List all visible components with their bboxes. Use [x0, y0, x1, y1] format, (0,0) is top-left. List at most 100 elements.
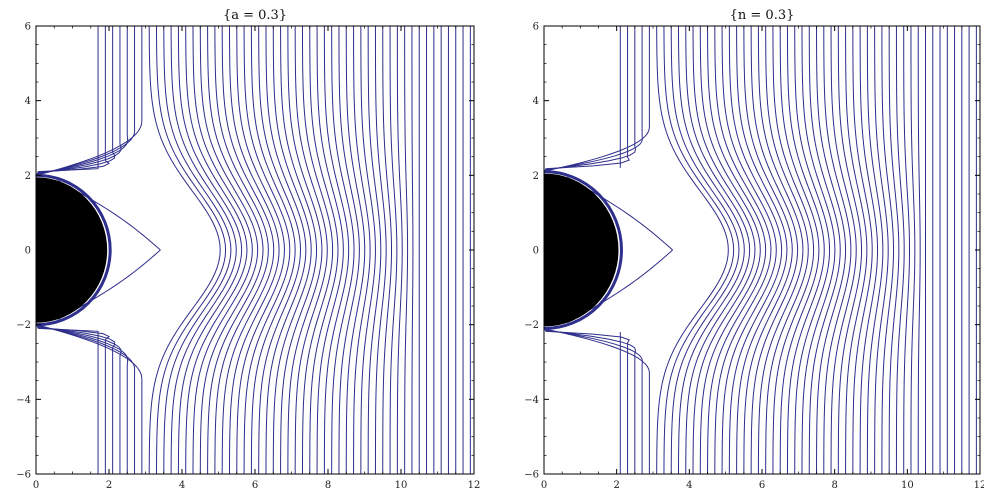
field-line — [750, 26, 799, 474]
y-tick-label: 2 — [533, 171, 539, 182]
field-line — [258, 26, 302, 474]
x-tick-label: 10 — [901, 480, 914, 491]
field-line — [36, 26, 143, 474]
field-line — [199, 26, 259, 474]
x-tick-label: 6 — [252, 480, 258, 491]
field-line — [177, 26, 243, 474]
field-line — [367, 26, 382, 474]
y-tick-label: 6 — [25, 22, 31, 33]
field-line — [148, 26, 221, 474]
field-line — [888, 26, 900, 474]
y-tick-label: −2 — [524, 320, 539, 331]
right-panel-title: {n = 0.3} — [730, 8, 795, 23]
field-line — [265, 26, 307, 474]
field-line — [845, 26, 868, 474]
field-line — [866, 26, 884, 474]
field-line — [685, 26, 751, 474]
field-line — [917, 26, 921, 474]
y-tick-label: 4 — [533, 96, 539, 107]
black-hole-disk — [36, 177, 108, 323]
field-line — [830, 26, 857, 474]
field-line — [192, 26, 253, 474]
field-line — [163, 26, 232, 474]
field-line — [699, 26, 761, 474]
horizon-halo — [544, 169, 623, 331]
field-line — [903, 26, 911, 474]
field-line — [837, 26, 863, 474]
field-line — [396, 26, 403, 474]
field-line — [294, 26, 328, 474]
x-tick-label: 2 — [613, 480, 619, 491]
y-tick-label: 2 — [25, 171, 31, 182]
field-line — [272, 26, 312, 474]
field-line — [545, 26, 630, 474]
x-tick-label: 6 — [759, 480, 765, 491]
field-line — [170, 26, 237, 474]
field-line — [544, 26, 650, 474]
field-line — [301, 26, 334, 474]
field-line — [382, 26, 393, 474]
field-line — [37, 26, 115, 474]
y-tick-label: 0 — [25, 246, 31, 257]
field-line — [236, 26, 285, 474]
field-line — [323, 26, 350, 474]
field-line — [280, 26, 318, 474]
field-line — [801, 26, 836, 474]
y-tick-label: −4 — [16, 395, 31, 406]
field-line — [779, 26, 820, 474]
field-line — [859, 26, 879, 474]
field-line — [250, 26, 296, 474]
field-line — [757, 26, 804, 474]
field-line — [207, 26, 264, 474]
field-line — [910, 26, 916, 474]
field-line — [374, 26, 387, 474]
field-line — [895, 26, 905, 474]
field-line — [656, 26, 729, 474]
field-line — [331, 26, 355, 474]
x-tick-label: 10 — [395, 480, 408, 491]
x-tick-label: 4 — [179, 480, 185, 491]
field-line — [36, 26, 136, 474]
y-tick-label: −4 — [524, 395, 539, 406]
field-line — [544, 26, 643, 474]
field-line — [353, 26, 371, 474]
field-line — [287, 26, 323, 474]
field-line — [37, 26, 110, 474]
field-line — [156, 26, 227, 474]
field-line — [677, 26, 745, 474]
field-line — [714, 26, 772, 474]
field-line — [663, 26, 735, 474]
field-line — [345, 26, 366, 474]
field-line — [221, 26, 275, 474]
field-line — [544, 26, 637, 474]
horizon-halo — [36, 173, 112, 327]
right-panel: {n = 0.3} 0 2 4 6 8 10 12 −6 −4 −2 0 2 4 6 — [524, 8, 984, 491]
y-tick-label: −2 — [16, 320, 31, 331]
field-line — [360, 26, 376, 474]
field-line — [852, 26, 873, 474]
left-panel-title: {a = 0.3} — [223, 8, 287, 23]
field-line — [36, 26, 129, 474]
field-line — [786, 26, 825, 474]
field-line — [721, 26, 777, 474]
field-line — [692, 26, 756, 474]
field-line — [36, 26, 122, 474]
field-line — [736, 26, 788, 474]
y-tick-label: 6 — [533, 22, 539, 33]
x-tick-label: 0 — [541, 480, 547, 491]
field-line — [808, 26, 841, 474]
field-line — [707, 26, 767, 474]
y-tick-label: 0 — [533, 246, 539, 257]
left-panel: {a = 0.3} 0 2 4 6 8 10 12 −6 −4 −2 0 2 4 6 — [16, 8, 480, 491]
x-tick-label: 8 — [325, 480, 331, 491]
field-line — [214, 26, 269, 474]
field-line — [823, 26, 852, 474]
field-line — [411, 26, 414, 474]
field-line — [309, 26, 339, 474]
field-line — [37, 26, 99, 474]
field-line — [743, 26, 793, 474]
field-line — [243, 26, 291, 474]
field-line — [816, 26, 847, 474]
y-tick-label: 4 — [25, 96, 31, 107]
